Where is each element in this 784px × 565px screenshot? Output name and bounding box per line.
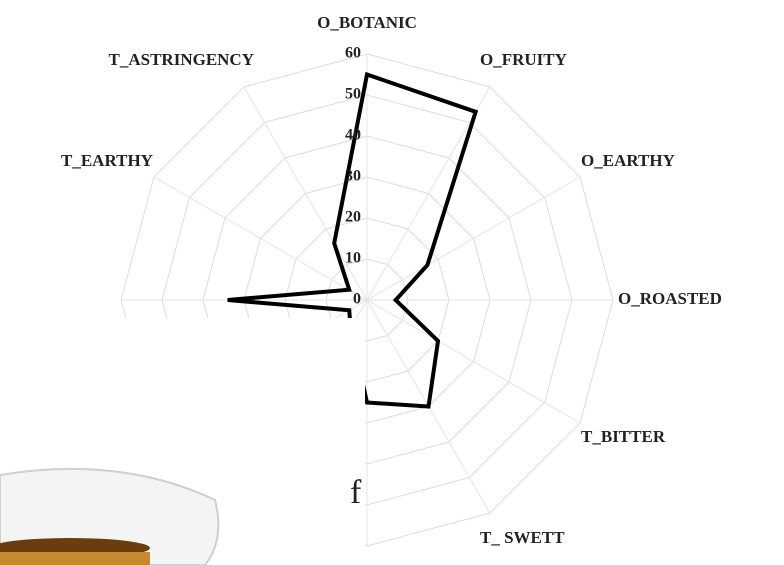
y-tick-label: 20	[345, 209, 361, 226]
spoke	[367, 177, 580, 300]
overlay-text: f	[350, 474, 362, 511]
axis-label: T_EARTHY	[61, 151, 153, 170]
axis-label: O_FRUITY	[480, 50, 567, 69]
y-tick-label: 40	[345, 127, 361, 144]
overlay: f	[0, 318, 365, 565]
y-tick-label: 10	[345, 250, 361, 267]
cup-liquid-body	[0, 552, 150, 565]
y-tick-label: 0	[353, 291, 361, 308]
chart: 0 10 20 30 40 50 60 O_BOTANIC O_FRUITY O_EARTHY O_…	[0, 0, 784, 565]
axis-label: T_ SWETT	[480, 528, 565, 547]
y-tick-label: 50	[345, 86, 361, 103]
axis-label: T_ASTRINGENCY	[109, 50, 254, 69]
axis-label: T_BITTER	[581, 427, 666, 446]
axis-label: O_EARTHY	[581, 151, 675, 170]
y-tick-label: 30	[345, 168, 361, 185]
axis-label: O_BOTANIC	[317, 13, 417, 32]
spoke	[244, 87, 367, 300]
y-tick-label: 60	[345, 45, 361, 62]
axis-label: O_ROASTED	[618, 289, 722, 308]
